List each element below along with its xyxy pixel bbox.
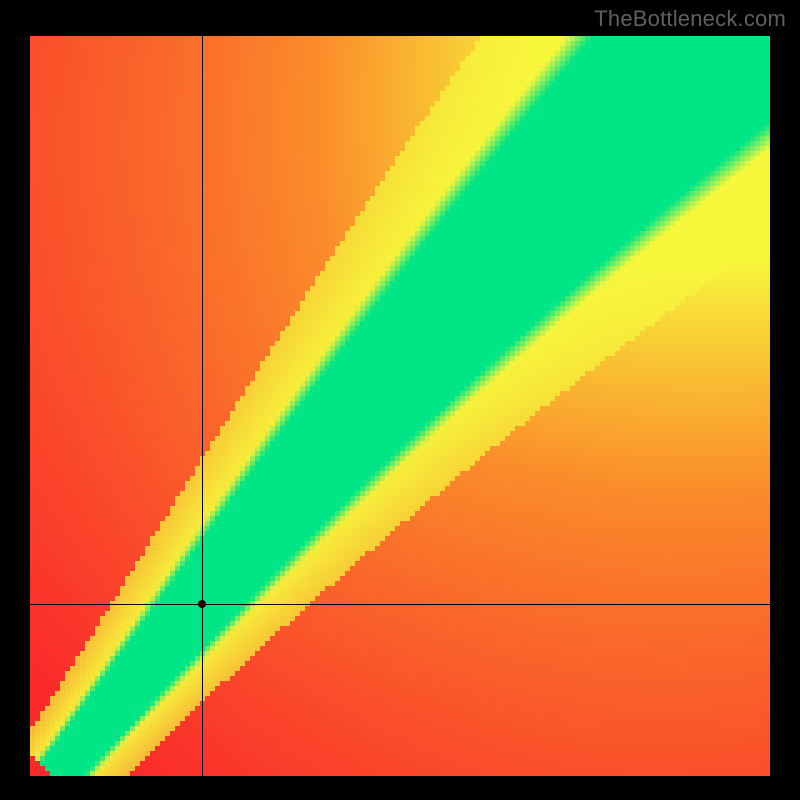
crosshair-vertical <box>202 36 203 776</box>
heatmap-plot <box>30 36 770 776</box>
data-point <box>198 600 206 608</box>
chart-container: TheBottleneck.com <box>0 0 800 800</box>
heatmap-canvas <box>30 36 770 776</box>
watermark-text: TheBottleneck.com <box>594 6 786 32</box>
crosshair-horizontal <box>30 604 770 605</box>
